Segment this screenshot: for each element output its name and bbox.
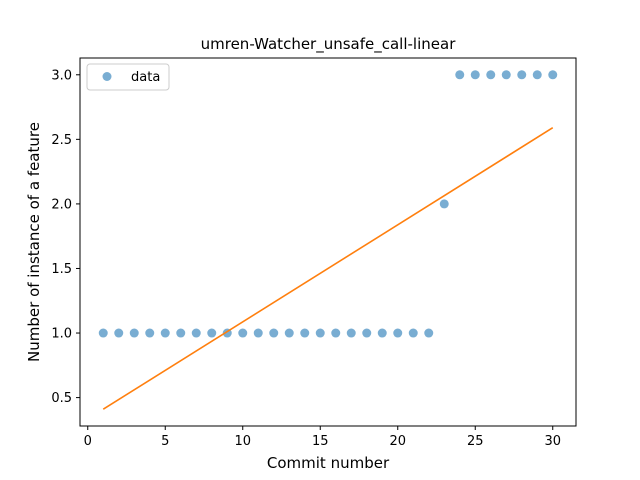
x-axis-label: Commit number	[267, 454, 390, 472]
legend: data	[86, 63, 170, 91]
data-point	[284, 328, 294, 338]
fit-line	[102, 127, 554, 410]
y-tick-label: 0.5	[51, 391, 72, 406]
data-point	[114, 328, 124, 338]
data-point	[532, 70, 542, 80]
x-axis-ticks: 0 5 10 15 20 25 30	[84, 426, 561, 449]
data-point	[145, 328, 155, 338]
data-point	[253, 328, 263, 338]
data-point	[207, 328, 217, 338]
y-axis-label: Number of instance of a feature	[25, 122, 43, 362]
legend-marker-data	[102, 72, 112, 81]
legend-label-data: data	[131, 70, 160, 85]
x-tick-label: 15	[312, 434, 329, 449]
data-point	[315, 328, 325, 338]
data-point	[517, 70, 527, 80]
data-point	[160, 328, 170, 338]
data-point	[470, 70, 480, 80]
data-point	[408, 328, 418, 338]
data-point	[377, 328, 387, 338]
x-tick-label: 5	[161, 434, 169, 449]
data-point	[346, 328, 356, 338]
data-point	[191, 328, 201, 338]
data-point	[300, 328, 310, 338]
chart-title: umren-Watcher_unsafe_call-linear	[201, 35, 457, 54]
data-point	[362, 328, 372, 338]
y-tick-label: 3.0	[51, 68, 72, 83]
x-tick-label: 10	[234, 434, 251, 449]
data-point	[424, 328, 434, 338]
data-point	[455, 70, 465, 80]
y-tick-label: 1.0	[51, 327, 72, 342]
y-tick-label: 1.5	[51, 262, 72, 277]
x-tick-label: 0	[84, 434, 92, 449]
data-point	[501, 70, 511, 80]
y-axis-ticks: 0.5 1.0 1.5 2.0 2.5 3.0	[51, 68, 80, 406]
y-tick-label: 2.0	[51, 197, 72, 212]
legend-box	[86, 63, 170, 91]
x-tick-label: 25	[467, 434, 484, 449]
data-point	[331, 328, 341, 338]
x-tick-label: 30	[544, 434, 561, 449]
x-tick-label: 20	[389, 434, 406, 449]
data-point	[269, 328, 279, 338]
data-point	[98, 328, 108, 338]
data-point	[238, 328, 248, 338]
plot-area	[79, 57, 577, 427]
axes-frame	[79, 57, 577, 427]
data-point	[439, 199, 449, 209]
data-point	[548, 70, 558, 80]
data-point	[393, 328, 403, 338]
data-point	[176, 328, 186, 338]
y-tick-label: 2.5	[51, 133, 72, 148]
data-point	[486, 70, 496, 80]
data-point	[129, 328, 139, 338]
